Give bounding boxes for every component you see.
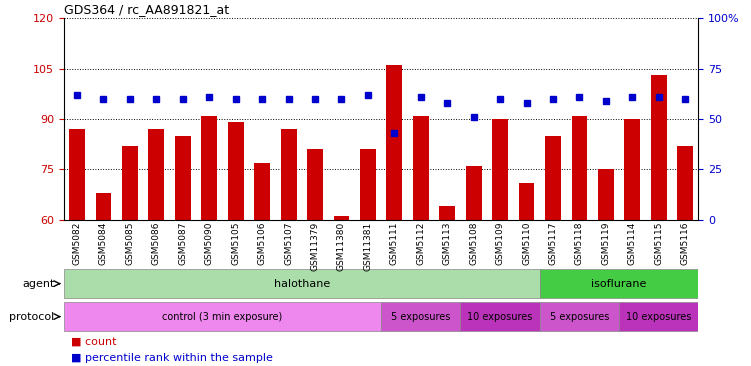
Text: GSM5087: GSM5087	[178, 222, 187, 265]
Text: protocol: protocol	[9, 311, 55, 322]
Bar	[307, 149, 323, 220]
Bar	[619, 302, 698, 332]
Text: agent: agent	[23, 279, 55, 289]
Bar	[95, 193, 111, 220]
Bar	[122, 146, 138, 220]
Bar	[492, 119, 508, 220]
Text: GSM5118: GSM5118	[575, 222, 584, 265]
Text: GSM5084: GSM5084	[99, 222, 108, 265]
Bar	[572, 116, 587, 220]
Text: 5 exposures: 5 exposures	[550, 311, 609, 322]
Bar	[439, 206, 455, 220]
Text: GSM5085: GSM5085	[125, 222, 134, 265]
Bar	[254, 163, 270, 220]
Text: GSM5116: GSM5116	[680, 222, 689, 265]
Bar	[228, 122, 243, 220]
Text: ■ percentile rank within the sample: ■ percentile rank within the sample	[71, 353, 273, 363]
Text: control (3 min exposure): control (3 min exposure)	[162, 311, 282, 322]
Bar	[651, 75, 667, 220]
Bar	[360, 149, 376, 220]
Bar	[540, 269, 698, 299]
Text: GSM5119: GSM5119	[602, 222, 611, 265]
Bar	[64, 269, 540, 299]
Bar	[460, 302, 540, 332]
Text: GSM5112: GSM5112	[416, 222, 425, 265]
Bar	[624, 119, 641, 220]
Text: GSM5115: GSM5115	[654, 222, 663, 265]
Text: ■ count: ■ count	[71, 337, 117, 347]
Text: GSM5086: GSM5086	[152, 222, 161, 265]
Text: GSM5111: GSM5111	[390, 222, 399, 265]
Text: GSM5106: GSM5106	[258, 222, 267, 265]
Text: GSM5110: GSM5110	[522, 222, 531, 265]
Bar	[677, 146, 693, 220]
Bar	[519, 183, 535, 220]
Text: isoflurane: isoflurane	[592, 279, 647, 289]
Bar	[381, 302, 460, 332]
Text: GSM5090: GSM5090	[205, 222, 214, 265]
Text: GSM5105: GSM5105	[231, 222, 240, 265]
Text: GSM11380: GSM11380	[337, 222, 346, 271]
Bar	[413, 116, 429, 220]
Bar	[598, 169, 614, 220]
Bar	[175, 136, 191, 220]
Text: GSM5114: GSM5114	[628, 222, 637, 265]
Bar	[333, 216, 349, 220]
Text: GSM5108: GSM5108	[469, 222, 478, 265]
Text: 10 exposures: 10 exposures	[626, 311, 692, 322]
Bar	[540, 302, 619, 332]
Text: 5 exposures: 5 exposures	[391, 311, 451, 322]
Text: GSM5107: GSM5107	[284, 222, 293, 265]
Bar	[201, 116, 217, 220]
Bar	[466, 166, 481, 220]
Text: GSM5109: GSM5109	[496, 222, 505, 265]
Text: halothane: halothane	[273, 279, 330, 289]
Text: GSM5117: GSM5117	[548, 222, 557, 265]
Text: GSM11381: GSM11381	[363, 222, 372, 271]
Bar	[69, 129, 85, 220]
Bar	[387, 65, 403, 220]
Text: GDS364 / rc_AA891821_at: GDS364 / rc_AA891821_at	[64, 3, 229, 16]
Text: GSM5082: GSM5082	[73, 222, 82, 265]
Bar	[281, 129, 297, 220]
Bar	[149, 129, 164, 220]
Bar	[64, 302, 382, 332]
Text: 10 exposures: 10 exposures	[467, 311, 532, 322]
Text: GSM11379: GSM11379	[310, 222, 319, 271]
Text: GSM5113: GSM5113	[443, 222, 452, 265]
Bar	[545, 136, 561, 220]
